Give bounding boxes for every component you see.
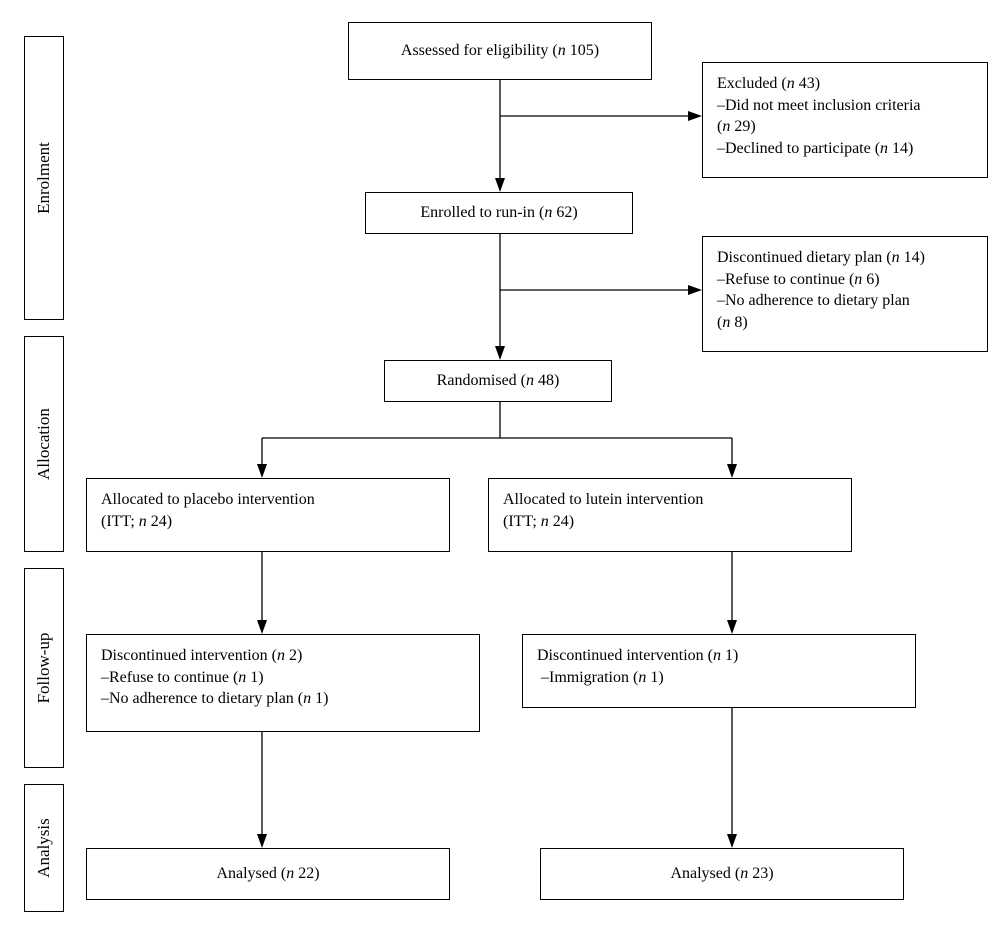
node-randomised: Randomised (n 48) <box>384 360 612 402</box>
node-allocated-lutein: Allocated to lutein intervention(ITT; n … <box>488 478 852 552</box>
node-analysed-lutein: Analysed (n 23) <box>540 848 904 900</box>
phase-allocation: Allocation <box>24 336 64 552</box>
phase-followup: Follow-up <box>24 568 64 768</box>
node-discontinued-placebo: Discontinued intervention (n 2)–Refuse t… <box>86 634 480 732</box>
phase-enrolment: Enrolment <box>24 36 64 320</box>
node-analysed-placebo: Analysed (n 22) <box>86 848 450 900</box>
node-excluded: Excluded (n 43)–Did not meet inclusion c… <box>702 62 988 178</box>
node-discontinued-dietary-plan: Discontinued dietary plan (n 14)–Refuse … <box>702 236 988 352</box>
node-assessed-eligibility: Assessed for eligibility (n 105) <box>348 22 652 80</box>
phase-analysis: Analysis <box>24 784 64 912</box>
node-allocated-placebo: Allocated to placebo intervention(ITT; n… <box>86 478 450 552</box>
node-discontinued-lutein: Discontinued intervention (n 1) –Immigra… <box>522 634 916 708</box>
consort-flow-diagram: Enrolment Allocation Follow-up Analysis … <box>0 0 1001 940</box>
node-enrolled-runin: Enrolled to run-in (n 62) <box>365 192 633 234</box>
